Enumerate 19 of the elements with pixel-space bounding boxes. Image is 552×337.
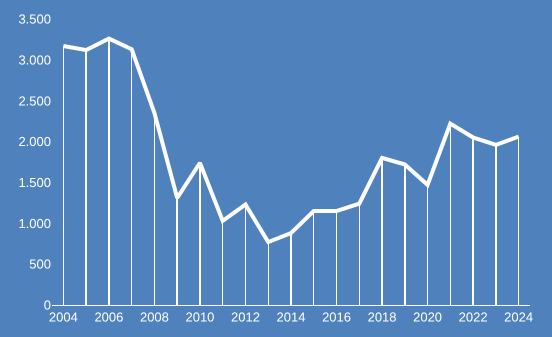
- y-tick-label: 2.000: [18, 134, 51, 150]
- y-tick-label: 3.500: [18, 12, 51, 27]
- y-tick-label: 1.500: [18, 174, 51, 190]
- x-tick-label: 2014: [276, 310, 306, 325]
- x-tick-label: 2012: [231, 310, 260, 325]
- x-tick-label: 2024: [504, 310, 534, 325]
- y-tick-label: 3.000: [18, 52, 51, 68]
- y-tick-label: 1.000: [18, 216, 51, 231]
- x-tick-label: 2022: [458, 310, 488, 325]
- x-tick-label: 2008: [140, 310, 169, 325]
- x-tick-label: 2020: [413, 310, 442, 325]
- y-tick-label: 0: [44, 298, 51, 313]
- x-tick-label: 2006: [94, 310, 124, 325]
- x-tick-label: 2004: [48, 310, 78, 325]
- x-tick-label: 2010: [185, 310, 214, 325]
- y-tick-label: 500: [29, 256, 51, 272]
- x-tick-label: 2018: [368, 310, 397, 325]
- x-tick-label: 2016: [322, 310, 351, 325]
- y-tick-label: 2.500: [18, 93, 51, 108]
